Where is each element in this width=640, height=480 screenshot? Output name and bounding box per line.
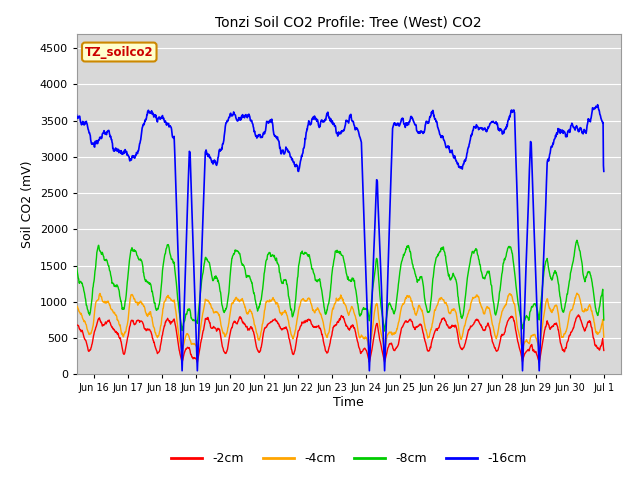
Text: TZ_soilco2: TZ_soilco2: [85, 46, 154, 59]
Legend: -2cm, -4cm, -8cm, -16cm: -2cm, -4cm, -8cm, -16cm: [166, 447, 531, 470]
X-axis label: Time: Time: [333, 396, 364, 409]
Y-axis label: Soil CO2 (mV): Soil CO2 (mV): [21, 160, 34, 248]
Title: Tonzi Soil CO2 Profile: Tree (West) CO2: Tonzi Soil CO2 Profile: Tree (West) CO2: [216, 16, 482, 30]
